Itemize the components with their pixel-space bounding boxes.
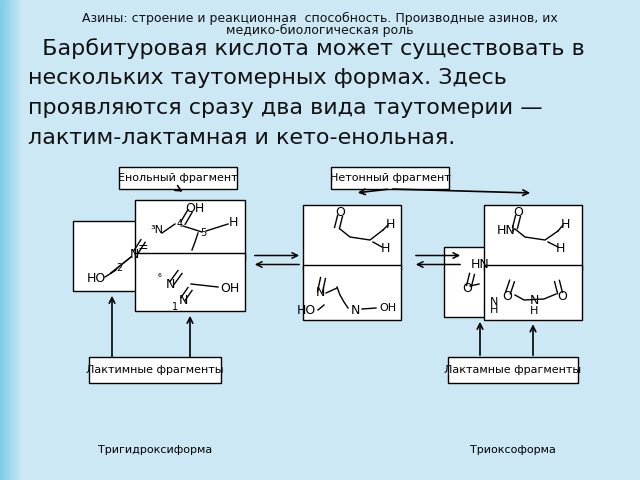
Text: Барбитуровая кислота может существовать в: Барбитуровая кислота может существовать … [28, 38, 585, 59]
Bar [4, 0, 5, 480]
Text: H: H [385, 218, 395, 231]
Bar [3, 0, 4, 480]
Text: N: N [350, 303, 360, 316]
Bar [12, 0, 13, 480]
Text: Тригидроксиформа: Тригидроксиформа [98, 445, 212, 455]
Bar [6, 0, 7, 480]
Text: H: H [560, 218, 570, 231]
Bar [89, 357, 221, 383]
Text: O: O [557, 289, 567, 302]
Text: Нетонный фрагмент: Нетонный фрагмент [330, 173, 451, 183]
Bar [17, 0, 18, 480]
Bar [303, 264, 401, 320]
Bar [10, 0, 11, 480]
Bar [8, 0, 10, 480]
Bar [135, 253, 245, 311]
Bar [119, 167, 237, 189]
Text: O: O [462, 281, 472, 295]
Text: 5: 5 [200, 228, 206, 238]
Bar [0, 0, 1, 480]
Text: медико-биологическая роль: медико-биологическая роль [227, 24, 413, 37]
Text: Енольный фрагмент: Енольный фрагмент [118, 173, 238, 183]
Text: OH: OH [220, 281, 239, 295]
Bar [20, 0, 21, 480]
Text: ³N: ³N [150, 225, 163, 235]
Bar [303, 204, 401, 269]
Text: OH: OH [186, 203, 205, 216]
Bar [73, 221, 151, 291]
Bar [6, 0, 8, 480]
Bar [19, 0, 20, 480]
Bar [20, 0, 22, 480]
Bar [331, 167, 449, 189]
Text: 2: 2 [116, 263, 122, 273]
Bar [15, 0, 17, 480]
Bar [11, 0, 12, 480]
Bar [9, 0, 10, 480]
Bar [14, 0, 15, 480]
Text: =: = [138, 241, 148, 254]
Bar [1, 0, 2, 480]
Bar [448, 357, 578, 383]
Bar [15, 0, 16, 480]
Bar [2, 0, 3, 480]
Bar [13, 0, 15, 480]
Bar [21, 0, 22, 480]
Bar [5, 0, 6, 480]
Bar [4, 0, 6, 480]
Bar [16, 0, 17, 480]
Text: H: H [530, 306, 538, 316]
Text: H: H [490, 305, 498, 315]
Text: лактим-лактамная и кето-енольная.: лактим-лактамная и кето-енольная. [28, 128, 455, 148]
Bar [7, 0, 8, 480]
Text: HO: HO [296, 303, 316, 316]
Text: H: H [380, 241, 390, 254]
Bar [484, 264, 582, 320]
Text: N: N [529, 293, 539, 307]
Bar [444, 247, 516, 317]
Text: Триоксоформа: Триоксоформа [470, 445, 556, 455]
Text: 1: 1 [172, 302, 178, 312]
Text: проявляются сразу два вида таутомерии —: проявляются сразу два вида таутомерии — [28, 98, 543, 118]
Bar [1, 0, 3, 480]
Text: N: N [490, 297, 498, 307]
Text: Лактамные фрагменты: Лактамные фрагменты [444, 365, 582, 375]
Text: N: N [179, 293, 188, 307]
Text: HN: HN [470, 259, 490, 272]
Text: N: N [165, 277, 175, 290]
Text: O: O [513, 206, 523, 219]
Bar [484, 204, 582, 269]
Text: OH: OH [380, 303, 397, 313]
Text: нескольких таутомерных формах. Здесь: нескольких таутомерных формах. Здесь [28, 68, 507, 88]
Text: ⁶: ⁶ [158, 273, 162, 283]
Text: O: O [502, 289, 512, 302]
Bar [12, 0, 13, 480]
Bar [10, 0, 12, 480]
Bar [135, 200, 245, 260]
Text: 4: 4 [177, 219, 183, 229]
Text: HO: HO [86, 272, 106, 285]
Text: N: N [316, 287, 324, 300]
Bar [18, 0, 19, 480]
Text: H: H [556, 241, 564, 254]
Text: O: O [335, 206, 345, 219]
Text: Азины: строение и реакционная  способность. Производные азинов, их: Азины: строение и реакционная способност… [82, 12, 558, 25]
Text: Лактимные фрагменты: Лактимные фрагменты [86, 365, 224, 375]
Text: HN: HN [497, 225, 515, 238]
Bar [19, 0, 20, 480]
Text: H: H [228, 216, 237, 229]
Text: N: N [129, 248, 139, 261]
